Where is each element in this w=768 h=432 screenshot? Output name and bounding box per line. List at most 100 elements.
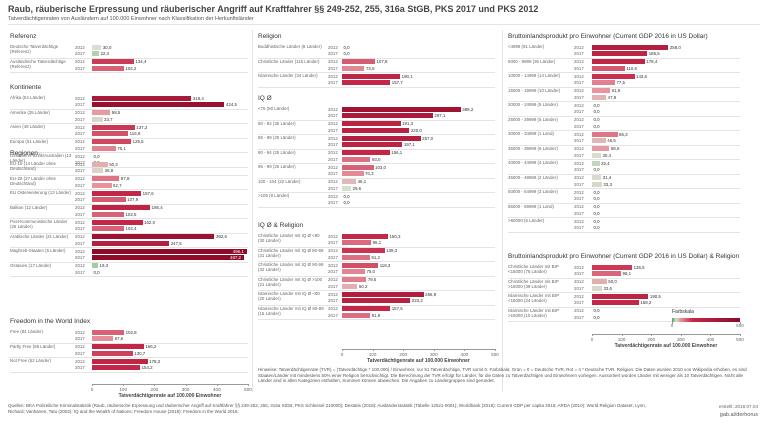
bar	[342, 164, 374, 170]
row-separator	[508, 217, 740, 218]
year-label: 2017	[75, 269, 85, 275]
row-label: Islamische Länder mit BIP >15000 (10 Län…	[508, 307, 559, 318]
row-separator	[258, 206, 495, 208]
panel-title: Referenz	[10, 33, 37, 40]
row-separator	[508, 115, 740, 117]
year-label: 2012	[75, 44, 85, 50]
row-separator	[508, 130, 740, 131]
bar	[92, 176, 120, 182]
bar	[342, 80, 391, 86]
bar	[592, 94, 607, 100]
subtitle: Tatverdächtigenraten von Ausländern auf …	[8, 16, 254, 22]
year-label: 2012	[75, 161, 85, 167]
row-label: Christliche Länder mit BIP <15000 (76 Lä…	[508, 264, 559, 274]
year-label: 2012	[574, 218, 584, 224]
value-label: 0,0	[593, 102, 600, 108]
bar	[342, 291, 424, 297]
row-label: >105 (9 Länder)	[258, 193, 290, 198]
bar	[92, 205, 151, 211]
value-label: 30,0	[102, 44, 112, 50]
year-label: 2012	[574, 44, 584, 50]
year-label: 2017	[328, 185, 338, 191]
value-label: 95,1	[372, 240, 382, 245]
value-label: 67,6	[114, 336, 124, 341]
axis-line	[92, 384, 248, 385]
year-label: 2012	[75, 139, 85, 144]
tick-mark	[216, 384, 218, 386]
row-separator	[508, 306, 740, 308]
row-label: 40000 - 44999 (4 Länder)	[508, 160, 558, 165]
credit-date: erstellt: 2018.07.04	[718, 404, 758, 409]
year-label: 2012	[328, 44, 338, 50]
bar	[342, 73, 401, 79]
year-label: 2012	[75, 153, 85, 159]
value-label: 197,1	[403, 142, 415, 147]
year-label: 2017	[75, 211, 85, 217]
row-separator	[258, 246, 495, 248]
row-separator	[10, 247, 248, 248]
row-label: Arabische Länder (21 Länder)	[10, 233, 69, 239]
value-label: 19,3	[99, 263, 109, 268]
row-separator	[258, 72, 495, 73]
bar	[92, 197, 126, 203]
year-label: 2012	[574, 189, 584, 195]
value-label: 158,2	[640, 300, 652, 305]
value-label: 46,1	[357, 179, 367, 184]
tick-mark	[433, 349, 435, 351]
bar	[342, 240, 372, 246]
row-label: 10000 - 14999 (14 Länder)	[508, 73, 561, 78]
tick-mark	[92, 384, 93, 386]
bar	[592, 59, 645, 65]
value-label: 33,7	[104, 116, 113, 122]
year-label: 2012	[328, 121, 338, 126]
value-label: 61,9	[611, 88, 621, 93]
x-tick-label: 100	[368, 351, 377, 357]
row-separator	[10, 218, 248, 219]
year-label: 2017	[574, 65, 584, 71]
bar	[592, 88, 611, 94]
row-separator	[258, 290, 495, 291]
row-label: Christliche Länder mit IQ Ø >100 (21 Län…	[258, 276, 323, 287]
axis-title: Tatverdächtigenrate auf 100.000 Einwohne…	[118, 393, 222, 399]
legend-tick	[672, 322, 673, 324]
value-label: 0,0	[343, 193, 350, 199]
value-label: 0,0	[593, 109, 600, 114]
year-label: 2012	[328, 73, 338, 79]
row-label: Ostasien (17 Länder)	[10, 262, 52, 268]
value-label: 258,0	[669, 44, 681, 50]
year-label: 2012	[574, 279, 584, 284]
row-separator	[508, 321, 740, 322]
axis-line	[592, 334, 740, 335]
row-label: Post-Kommunistische Länder (26 Länder)	[10, 219, 68, 229]
value-label: 134,4	[135, 59, 147, 64]
year-label: 2017	[75, 240, 85, 246]
bar	[342, 135, 421, 141]
year-label: 2017	[75, 350, 85, 356]
bar	[92, 116, 103, 122]
bar	[592, 65, 625, 71]
row-separator	[508, 57, 740, 59]
value-label: 157,6	[142, 190, 154, 196]
year-label: 2012	[574, 102, 584, 108]
year-label: 2017	[574, 285, 584, 291]
value-label: 75,0	[366, 269, 375, 274]
row-label: 85 - 89 (25 Länder)	[258, 135, 296, 140]
bar	[342, 254, 370, 260]
bar	[92, 145, 116, 151]
row-separator	[10, 137, 248, 139]
value-label: 98,1	[622, 271, 632, 276]
bar	[342, 283, 358, 289]
row-label: EU-15 (14 Länder ohne Deutschland)	[10, 161, 56, 171]
x-tick-label: 200	[399, 351, 408, 357]
value-label: 102,4	[125, 226, 137, 231]
year-label: 2012	[328, 150, 338, 155]
value-label: 0,0	[593, 204, 600, 209]
row-separator	[10, 72, 248, 73]
row-label: 30000 - 34999 (1 Land)	[508, 131, 554, 136]
year-label: 2017	[328, 80, 338, 85]
value-label: 73,5	[365, 65, 375, 71]
tick-mark	[621, 334, 623, 336]
bar	[342, 171, 364, 177]
bar	[342, 156, 371, 162]
row-separator	[508, 101, 740, 102]
